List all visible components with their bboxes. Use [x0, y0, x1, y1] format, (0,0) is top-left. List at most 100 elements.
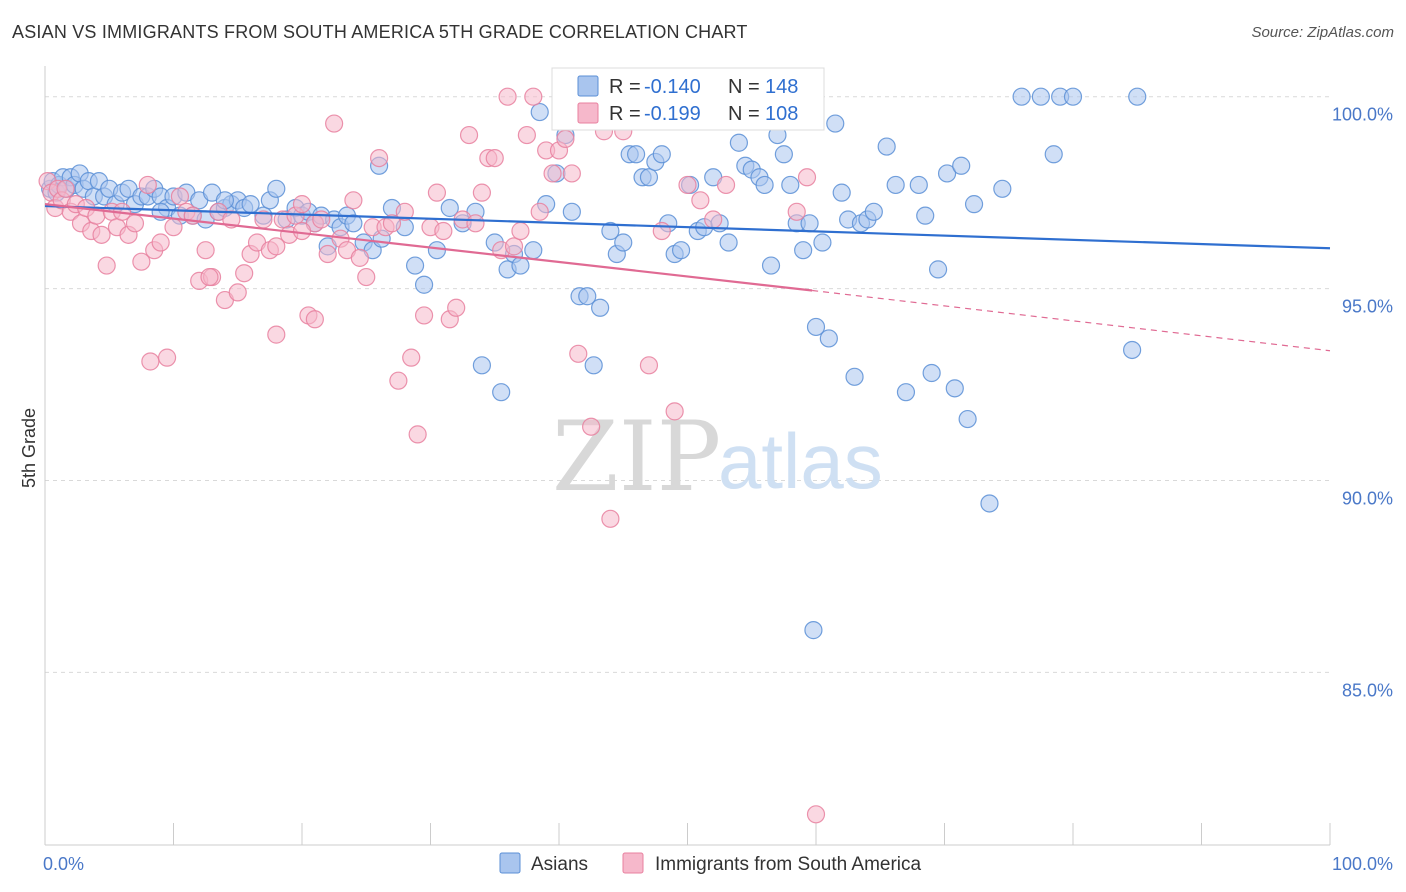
asians-point-102 [774, 145, 793, 164]
legend-swatch-immigrants-bottom [622, 852, 644, 874]
asians-point-110 [826, 114, 845, 133]
asians-point-131 [1012, 87, 1031, 106]
asians-point-39 [267, 179, 286, 198]
asians-point-128 [964, 195, 984, 214]
immigrants-point-22 [151, 233, 170, 252]
immigrants-point-80 [524, 87, 543, 106]
immigrants-point-24 [164, 218, 183, 237]
immigrants-point-19 [132, 252, 151, 271]
immigrants-point-66 [434, 221, 453, 241]
immigrants-point-12 [92, 225, 111, 244]
immigrants-point-29 [196, 241, 215, 260]
asians-point-129 [980, 494, 999, 513]
immigrants-point-59 [389, 371, 408, 390]
legend-label-immigrants: Immigrants from South America [655, 854, 922, 875]
asians-point-123 [928, 260, 948, 279]
asians-point-116 [864, 202, 883, 221]
legend-r-value-asians: -0.140 [644, 76, 701, 98]
immigrants-point-20 [138, 175, 157, 195]
legend-swatch-immigrants [577, 102, 599, 124]
asians-point-126 [952, 156, 971, 175]
y-tick-labels: 85.0% 90.0% 95.0% 100.0% [1332, 105, 1393, 701]
x-tick-labels: 0.0% 100.0% [43, 854, 1393, 874]
immigrants-point-72 [472, 183, 491, 202]
immigrants-point-108 [141, 352, 160, 371]
immigrants-point-106 [806, 805, 826, 824]
asians-point-130 [993, 179, 1012, 198]
legend-r-value-immigrants: -0.199 [644, 103, 701, 125]
asians-point-94 [719, 233, 738, 252]
immigrants-point-61 [402, 348, 421, 367]
immigrants-point-62 [408, 425, 427, 444]
immigrants-point-13 [97, 256, 116, 275]
immigrants-points [38, 87, 826, 824]
asians-point-79 [614, 233, 633, 252]
watermark-zip: ZIP [552, 401, 721, 513]
immigrants-point-77 [504, 237, 524, 256]
legend-n-value-immigrants: 108 [765, 103, 798, 125]
immigrants-point-111 [292, 221, 312, 241]
asians-point-50 [344, 214, 363, 233]
asians-point-59 [440, 198, 459, 218]
immigrants-point-109 [200, 267, 219, 287]
immigrants-point-85 [556, 129, 575, 149]
immigrants-point-63 [414, 306, 434, 325]
asians-point-62 [472, 356, 491, 375]
asians-point-58 [427, 241, 447, 260]
asians-point-111 [832, 183, 851, 202]
x-tick-label-0: 0.0% [43, 854, 84, 874]
asians-point-121 [916, 206, 935, 225]
source-label: Source: ZipAtlas.com [1251, 24, 1394, 41]
legend-n-value-asians: 148 [765, 76, 798, 98]
asians-point-100 [761, 256, 781, 275]
immigrants-point-104 [787, 202, 806, 221]
asians-point-136 [1128, 87, 1147, 106]
legend-n-label-asians: N = [728, 76, 760, 98]
asians-point-122 [922, 363, 941, 383]
asians-point-68 [524, 241, 543, 260]
x-tick-label-1: 100.0% [1332, 854, 1393, 874]
immigrants-point-56 [370, 148, 389, 168]
immigrants-point-87 [569, 344, 588, 363]
immigrants-point-23 [157, 348, 177, 367]
immigrants-point-81 [530, 202, 549, 221]
watermark: ZIP atlas [552, 401, 883, 513]
immigrants-point-58 [382, 214, 402, 233]
asians-point-64 [492, 383, 511, 402]
immigrants-point-5 [56, 179, 75, 198]
immigrants-point-86 [562, 164, 581, 183]
asians-point-117 [877, 137, 896, 156]
immigrants-point-76 [498, 87, 517, 106]
immigrants-point-40 [267, 237, 286, 256]
asians-point-113 [845, 367, 864, 386]
immigrants-point-44 [292, 195, 312, 214]
immigrants-point-54 [357, 267, 376, 287]
immigrants-point-101 [691, 191, 710, 210]
asians-point-133 [1044, 145, 1063, 164]
asians-point-107 [806, 317, 826, 337]
immigrants-point-49 [325, 114, 344, 133]
asians-point-109 [819, 329, 838, 348]
immigrants-point-103 [716, 175, 736, 195]
immigrants-point-65 [427, 183, 447, 202]
y-tick-label-2: 95.0% [1342, 297, 1393, 317]
chart-title: ASIAN VS IMMIGRANTS FROM SOUTH AMERICA 5… [12, 22, 748, 42]
immigrants-point-110 [305, 310, 324, 329]
asians-trend-line [44, 204, 1331, 250]
legend-n-label-immigrants: N = [728, 103, 760, 125]
immigrants-point-97 [639, 356, 659, 375]
correlation-legend: R = -0.140 N = 148 R = -0.199 N = 108 [551, 67, 825, 131]
immigrants-point-99 [665, 402, 684, 421]
asians-point-67 [511, 256, 530, 275]
asians-point-118 [886, 175, 905, 195]
asians-point-88 [671, 241, 691, 260]
legend-r-label-immigrants: R = [609, 103, 641, 125]
immigrants-trend-extension [812, 289, 1331, 352]
immigrants-point-52 [344, 191, 363, 210]
immigrants-trend-line [44, 203, 813, 292]
asians-point-83 [639, 168, 659, 187]
watermark-atlas: atlas [718, 417, 883, 505]
asians-point-74 [578, 287, 597, 306]
immigrants-point-60 [395, 202, 414, 221]
